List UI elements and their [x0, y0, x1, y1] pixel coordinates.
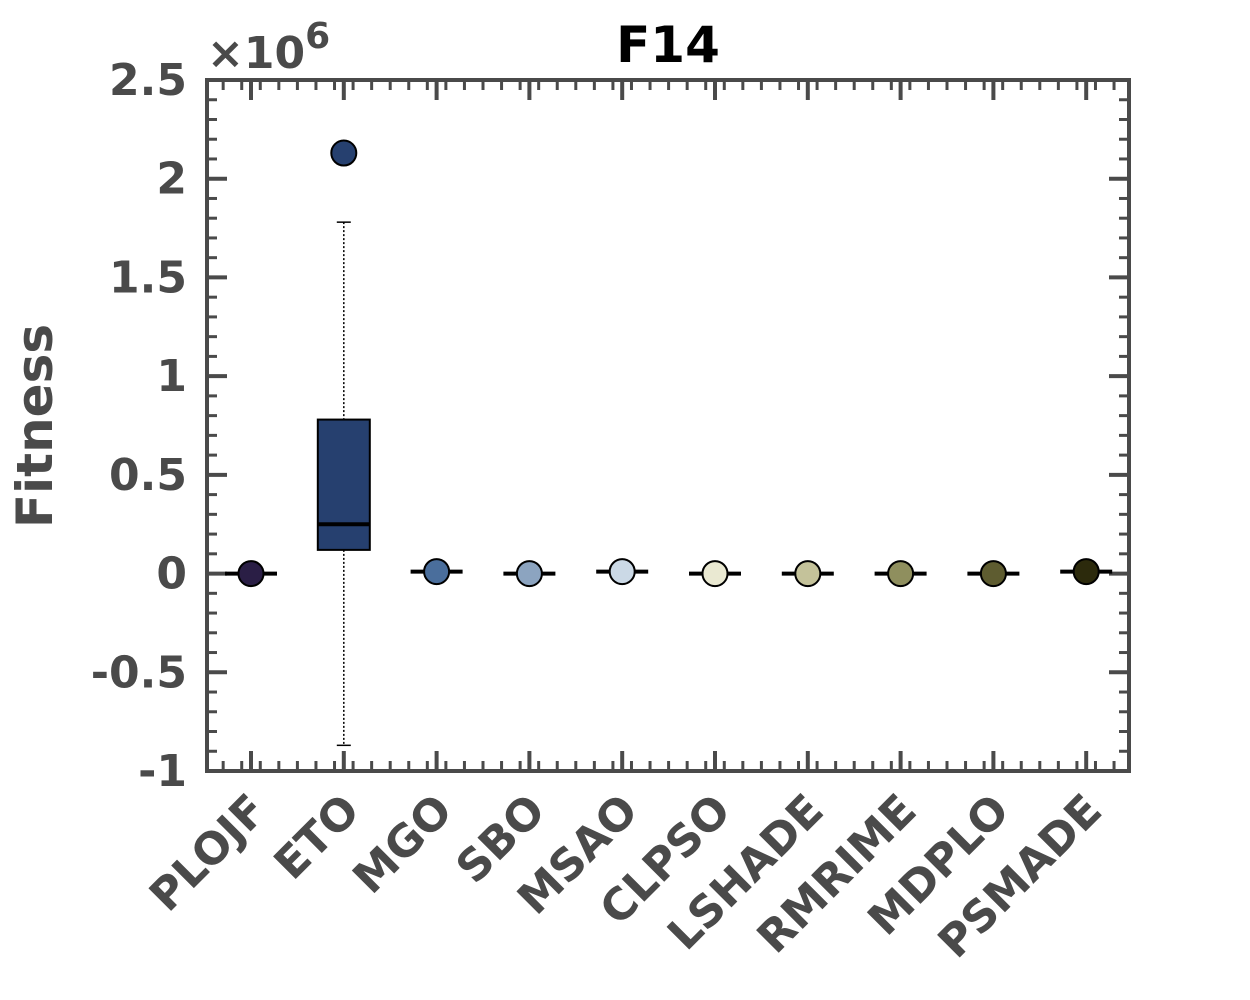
outlier-point-CLPSO — [701, 560, 729, 588]
y-tick-label: 2.5 — [109, 55, 187, 106]
plot-frame — [205, 78, 1131, 773]
x-tick-label: MGO — [343, 785, 462, 904]
outlier-point-LSHADE — [794, 560, 822, 588]
outlier-point-PLOJF — [237, 560, 265, 588]
y-tick-label: 2 — [156, 154, 187, 205]
y-tick-label: -1 — [138, 746, 187, 797]
y-axis-label: Fitness — [6, 324, 64, 528]
outlier-point-PSMADE — [1072, 558, 1100, 586]
x-tick-label: PLOJF — [140, 785, 277, 922]
y-tick-label: 0.5 — [109, 450, 187, 501]
y-scale-factor: ×106 — [207, 16, 330, 79]
chart-title: F14 — [616, 16, 720, 74]
svg-text:×106: ×106 — [207, 16, 330, 79]
y-tick-label: 0 — [156, 549, 187, 600]
plot-area: 2.521.510.50-0.5-1PLOJFETOMGOSBOMSAOCLPS… — [91, 55, 1129, 968]
y-tick-label: 1.5 — [109, 252, 187, 303]
outlier-point-MDPLO — [979, 560, 1007, 588]
box-ETO — [316, 418, 371, 551]
outlier-point-ETO — [330, 139, 358, 167]
outlier-point-RMRIME — [887, 560, 915, 588]
outlier-point-MSAO — [608, 558, 636, 586]
y-tick-label: 1 — [156, 351, 187, 402]
outlier-point-MGO — [423, 558, 451, 586]
y-tick-label: -0.5 — [91, 647, 187, 698]
y-scale-base: ×10 — [207, 28, 305, 79]
outlier-point-SBO — [515, 560, 543, 588]
y-scale-exponent: 6 — [305, 16, 330, 57]
